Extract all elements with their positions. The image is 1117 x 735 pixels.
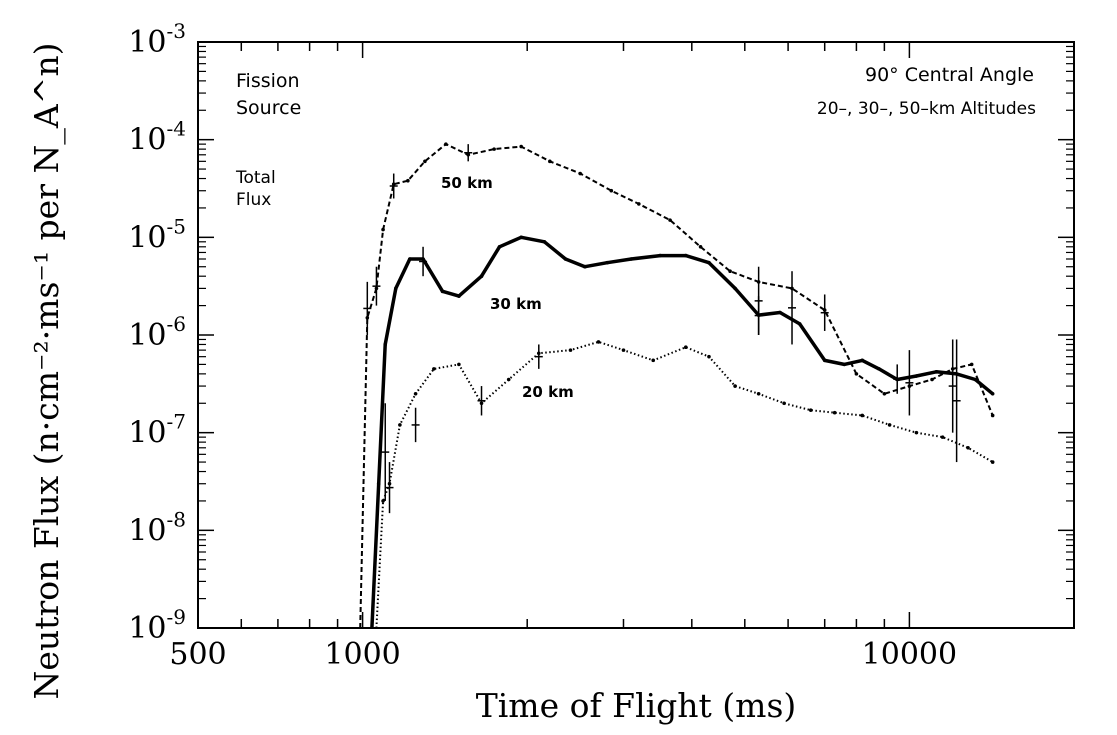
data-point — [519, 144, 523, 149]
data-point — [444, 142, 448, 146]
data-point — [990, 460, 995, 464]
annotation-angle: 90° Central Angle — [865, 64, 1034, 86]
series-50km — [359, 142, 995, 629]
data-point — [479, 274, 484, 278]
data-point — [492, 147, 496, 151]
data-point — [882, 392, 887, 396]
data-point — [966, 445, 970, 450]
x-tick-label: 500 — [169, 637, 226, 672]
annotation-source-line1: Fission — [236, 70, 300, 92]
plot-frame — [197, 41, 1075, 629]
data-point — [457, 362, 461, 367]
series-line — [375, 340, 994, 629]
data-point — [605, 260, 609, 265]
y-axis-title: Neutron Flux (n·cm⁻²·ms⁻¹ per N_A^n) — [27, 43, 67, 700]
data-point — [621, 348, 626, 352]
data-point — [563, 257, 568, 261]
data-point — [778, 310, 782, 315]
series-layer — [359, 142, 995, 629]
data-point — [973, 377, 978, 382]
data-point — [797, 322, 802, 326]
data-point — [914, 374, 919, 378]
data-point — [934, 369, 939, 374]
data-point — [832, 410, 837, 415]
y-tick-label: 10-7 — [128, 410, 186, 451]
data-point — [542, 240, 547, 244]
data-point — [990, 392, 995, 396]
data-point — [969, 362, 974, 367]
data-point — [842, 362, 847, 367]
data-point — [728, 269, 732, 274]
data-point — [637, 202, 641, 206]
data-point — [406, 178, 410, 183]
data-point — [408, 257, 412, 261]
data-point — [698, 244, 703, 249]
data-point — [756, 392, 761, 396]
data-point — [548, 159, 552, 164]
data-point — [658, 253, 662, 258]
data-point — [854, 372, 859, 376]
x-tick-label: 1000 — [324, 637, 400, 672]
data-point — [860, 413, 865, 418]
data-point — [596, 340, 601, 344]
y-tick-label: 10-8 — [128, 507, 186, 548]
data-point — [940, 435, 945, 439]
data-point — [376, 481, 381, 486]
data-point — [506, 377, 511, 382]
annotation-total-line2: Flux — [236, 190, 271, 210]
data-point — [651, 358, 656, 363]
data-point — [683, 345, 688, 350]
data-point — [609, 188, 614, 193]
data-point — [432, 367, 436, 371]
data-point — [877, 367, 881, 371]
series-30km — [370, 235, 995, 629]
data-point — [733, 384, 737, 388]
x-axis-title: Time of Flight (ms) — [476, 686, 797, 725]
series-20km — [375, 340, 995, 629]
data-point — [887, 423, 892, 427]
data-point — [733, 286, 737, 291]
data-point — [668, 218, 672, 222]
data-point — [683, 253, 688, 258]
annotation-total-line1: Total — [235, 168, 276, 188]
data-point — [930, 377, 934, 382]
y-tick-label: 10-9 — [128, 605, 186, 646]
data-point — [808, 408, 813, 412]
y-tick-label: 10-5 — [128, 214, 186, 255]
data-point — [782, 401, 786, 406]
series-label-50km: 50 km — [441, 174, 493, 192]
data-point — [583, 264, 587, 269]
data-point — [990, 413, 995, 418]
series-label-30km: 30 km — [490, 295, 542, 313]
data-point — [497, 244, 502, 249]
data-point — [822, 358, 827, 363]
y-tick-label: 10-3 — [128, 19, 186, 60]
y-tick-label: 10-6 — [128, 312, 186, 353]
data-point — [383, 342, 388, 347]
data-point — [381, 499, 385, 503]
data-point — [519, 235, 523, 240]
x-tick-label: 10000 — [862, 637, 957, 672]
data-point — [440, 289, 445, 294]
data-point — [629, 257, 634, 261]
data-point — [860, 358, 865, 363]
data-point — [393, 286, 398, 291]
series-label-20km: 20 km — [522, 383, 574, 401]
data-point — [707, 354, 711, 359]
data-point — [568, 348, 573, 352]
data-point — [707, 260, 711, 265]
data-point — [457, 294, 461, 298]
data-point — [381, 227, 385, 232]
y-tick-label: 10-4 — [128, 117, 186, 158]
annotation-altitudes: 20–, 30–, 50–km Altitudes — [817, 99, 1036, 119]
data-point — [423, 159, 427, 164]
data-point — [914, 430, 919, 435]
axis-ticks: 500 1000 10000 10-9 10-8 10-7 10-6 10-5 10-4 10-3 — [128, 19, 1075, 672]
data-point — [413, 392, 418, 396]
data-point — [398, 423, 402, 427]
series-line — [370, 235, 994, 629]
data-point — [578, 171, 582, 176]
annotation-source-line2: Source — [236, 97, 301, 119]
